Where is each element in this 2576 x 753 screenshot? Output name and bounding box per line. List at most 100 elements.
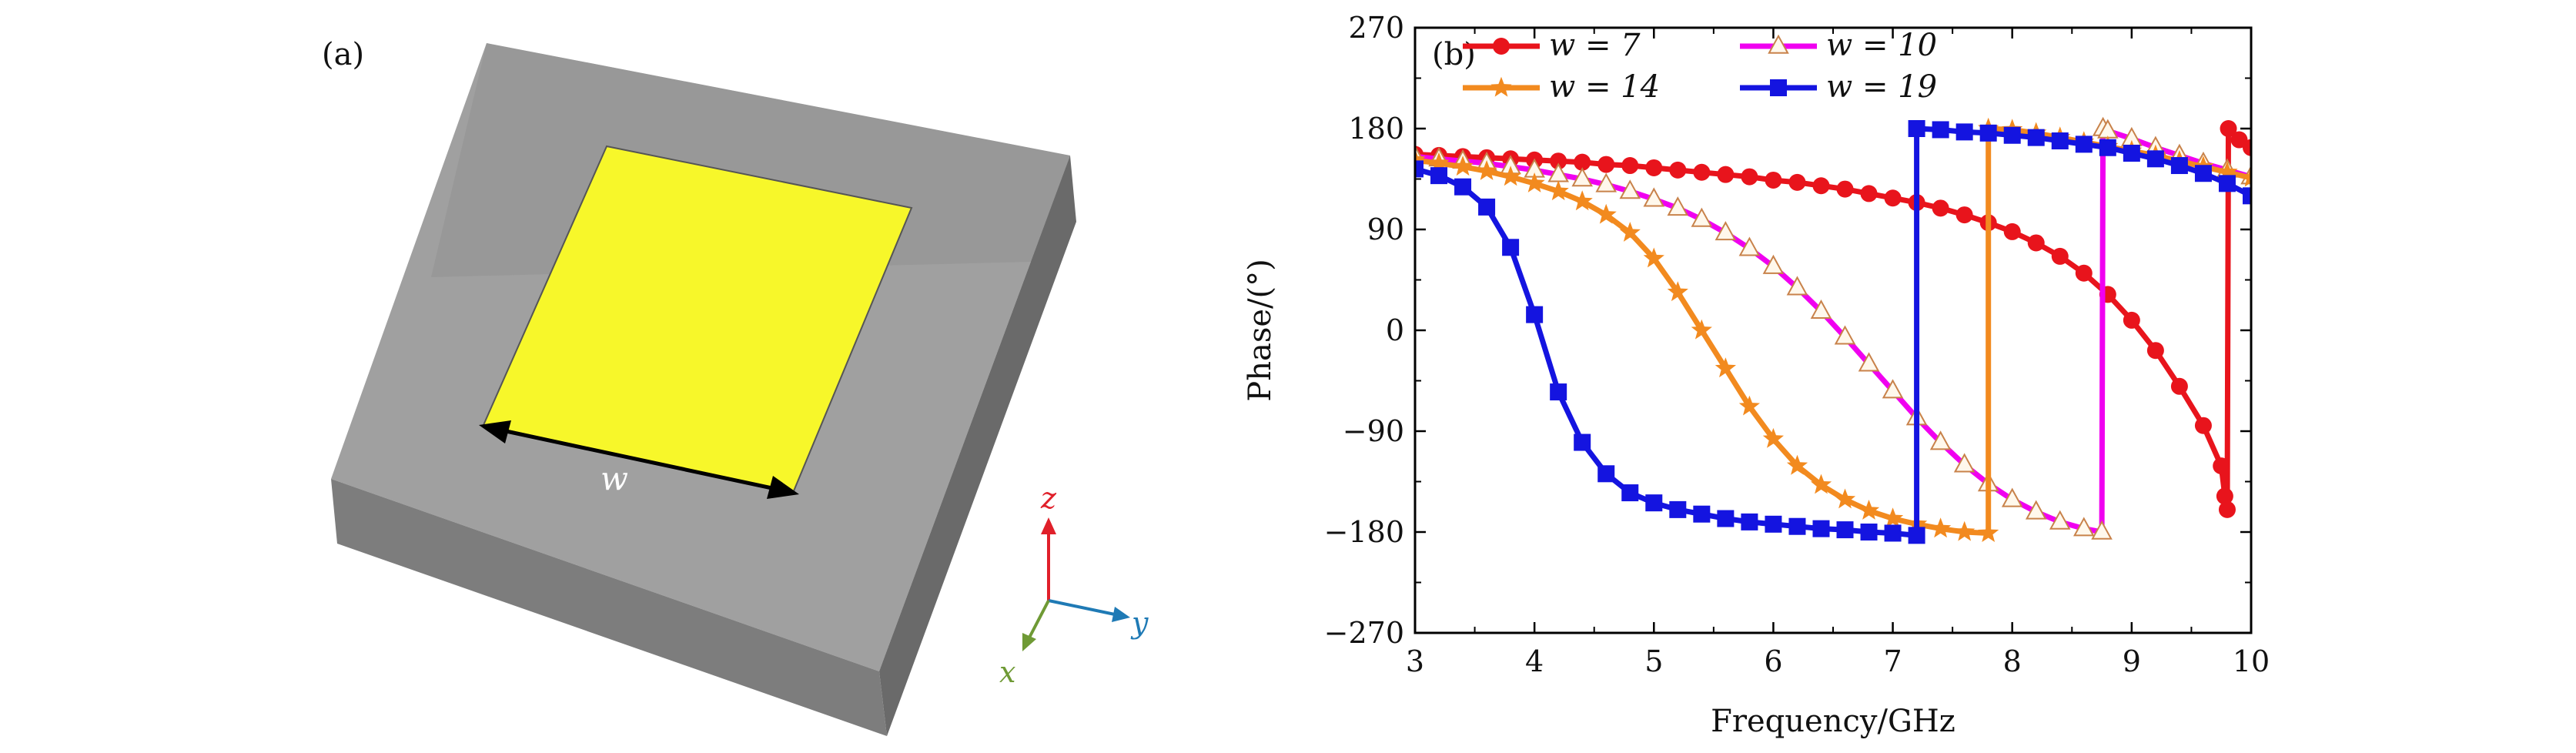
data-point bbox=[1762, 254, 1785, 274]
data-point bbox=[1834, 488, 1856, 509]
data-point bbox=[1669, 161, 1687, 179]
data-point bbox=[1693, 505, 1711, 523]
data-point bbox=[1955, 123, 1973, 141]
data-point bbox=[2025, 500, 2047, 520]
data-point bbox=[1788, 517, 1806, 535]
data-point bbox=[1762, 427, 1784, 448]
data-point bbox=[1524, 172, 1545, 192]
data-point bbox=[1597, 156, 1615, 173]
data-point bbox=[1860, 524, 1878, 540]
data-point bbox=[1574, 153, 1591, 171]
data-point bbox=[1978, 522, 1999, 542]
x-tick-label: 7 bbox=[1883, 644, 1902, 678]
data-point bbox=[1882, 379, 1904, 399]
panel-a-unit-cell: w (a) z y x bbox=[0, 0, 1201, 750]
legend-label: w = 7 bbox=[1549, 28, 1641, 63]
legend-marker bbox=[1490, 76, 1512, 97]
data-point bbox=[2091, 520, 2113, 540]
data-point bbox=[1953, 453, 1975, 473]
panel-b-label: (b) bbox=[1432, 37, 1476, 72]
data-point bbox=[1476, 160, 1497, 180]
data-point bbox=[2218, 175, 2236, 192]
data-point bbox=[1955, 206, 1973, 224]
data-point bbox=[1691, 319, 1712, 340]
x-tick-label: 3 bbox=[1406, 644, 1424, 678]
data-point bbox=[1619, 222, 1641, 242]
data-point bbox=[1812, 520, 1830, 537]
unit-cell-svg: w (a) z y x bbox=[322, 37, 1149, 736]
data-point bbox=[1812, 177, 1830, 195]
data-point bbox=[2170, 377, 2188, 395]
data-point bbox=[2230, 131, 2248, 149]
data-point bbox=[1882, 507, 1904, 528]
panel-a-label: (a) bbox=[322, 37, 364, 72]
data-point bbox=[2220, 120, 2237, 137]
y-tick-label: 270 bbox=[1348, 11, 1404, 45]
data-point bbox=[1669, 500, 1687, 518]
data-point bbox=[1884, 189, 1902, 207]
data-point bbox=[1786, 454, 1808, 475]
data-point bbox=[1526, 306, 1544, 323]
y-axis-title: Phase/(°) bbox=[1243, 259, 1278, 401]
x-axis-label: x bbox=[999, 655, 1015, 689]
data-point bbox=[1738, 236, 1761, 256]
data-point bbox=[1571, 167, 1593, 187]
data-point bbox=[2075, 136, 2093, 153]
data-point bbox=[1667, 281, 1688, 302]
data-point bbox=[2051, 132, 2069, 150]
x-tick-label: 6 bbox=[1764, 644, 1782, 678]
data-point bbox=[2003, 223, 2021, 240]
x-tick-label: 9 bbox=[2123, 644, 2141, 678]
data-point bbox=[1645, 494, 1663, 512]
data-point bbox=[1836, 521, 1854, 539]
width-dimension-arrow bbox=[479, 420, 799, 499]
data-point bbox=[2049, 510, 2071, 530]
tick-label-layer: 3 4 5 6 7 8 9 10 270 180 90 0 −90 −180 −270 bbox=[1324, 11, 2270, 678]
data-point bbox=[1500, 166, 1521, 186]
legend: w = 7 w = 10 w = 14 w = 19 bbox=[1463, 28, 1937, 105]
data-point bbox=[2051, 247, 2069, 265]
data-point bbox=[2123, 311, 2140, 329]
data-point bbox=[1810, 299, 1832, 320]
data-point bbox=[1741, 168, 1758, 186]
data-point bbox=[1415, 160, 1423, 178]
legend-label: w = 10 bbox=[1826, 28, 1937, 63]
y-tick-label: −180 bbox=[1324, 515, 1404, 549]
data-point bbox=[1643, 187, 1665, 207]
data-point bbox=[1836, 180, 1854, 198]
data-point bbox=[1715, 357, 1736, 378]
x-tick-label: 5 bbox=[1644, 644, 1663, 678]
data-point bbox=[1717, 510, 1735, 527]
data-point bbox=[1454, 178, 1472, 196]
data-point bbox=[1717, 166, 1735, 183]
data-point bbox=[1452, 156, 1474, 176]
data-point bbox=[1810, 474, 1832, 494]
data-point bbox=[1930, 517, 1952, 538]
y-tick-label: 90 bbox=[1367, 213, 1404, 246]
data-point bbox=[1571, 190, 1593, 211]
data-point bbox=[2218, 500, 2236, 518]
data-point bbox=[1691, 207, 1713, 227]
data-point bbox=[2146, 342, 2164, 360]
data-point bbox=[1574, 433, 1591, 451]
data-point bbox=[1645, 159, 1663, 176]
data-point bbox=[2027, 129, 2045, 146]
y-axis-label: y bbox=[1130, 606, 1149, 640]
data-point bbox=[1643, 247, 1664, 268]
data-point bbox=[1884, 524, 1902, 542]
legend-marker bbox=[1493, 38, 1510, 55]
x-tick-label: 8 bbox=[2003, 644, 2022, 678]
data-point bbox=[1929, 430, 1952, 450]
data-point bbox=[1715, 221, 1737, 241]
x-axis-title: Frequency/GHz bbox=[1711, 704, 1955, 739]
data-point bbox=[1693, 163, 1711, 181]
data-point bbox=[1428, 152, 1450, 172]
panel-b-phase-chart: 3 4 5 6 7 8 9 10 270 180 90 0 −90 −180 −270 (b) Freque… bbox=[1201, 0, 2576, 750]
data-point bbox=[1786, 276, 1808, 296]
data-point bbox=[2216, 487, 2233, 505]
x-tick-label: 10 bbox=[2233, 644, 2270, 678]
z-axis-label: z bbox=[1040, 481, 1057, 515]
data-point bbox=[1595, 203, 1617, 224]
data-point bbox=[2170, 157, 2188, 175]
data-point bbox=[1550, 152, 1567, 170]
